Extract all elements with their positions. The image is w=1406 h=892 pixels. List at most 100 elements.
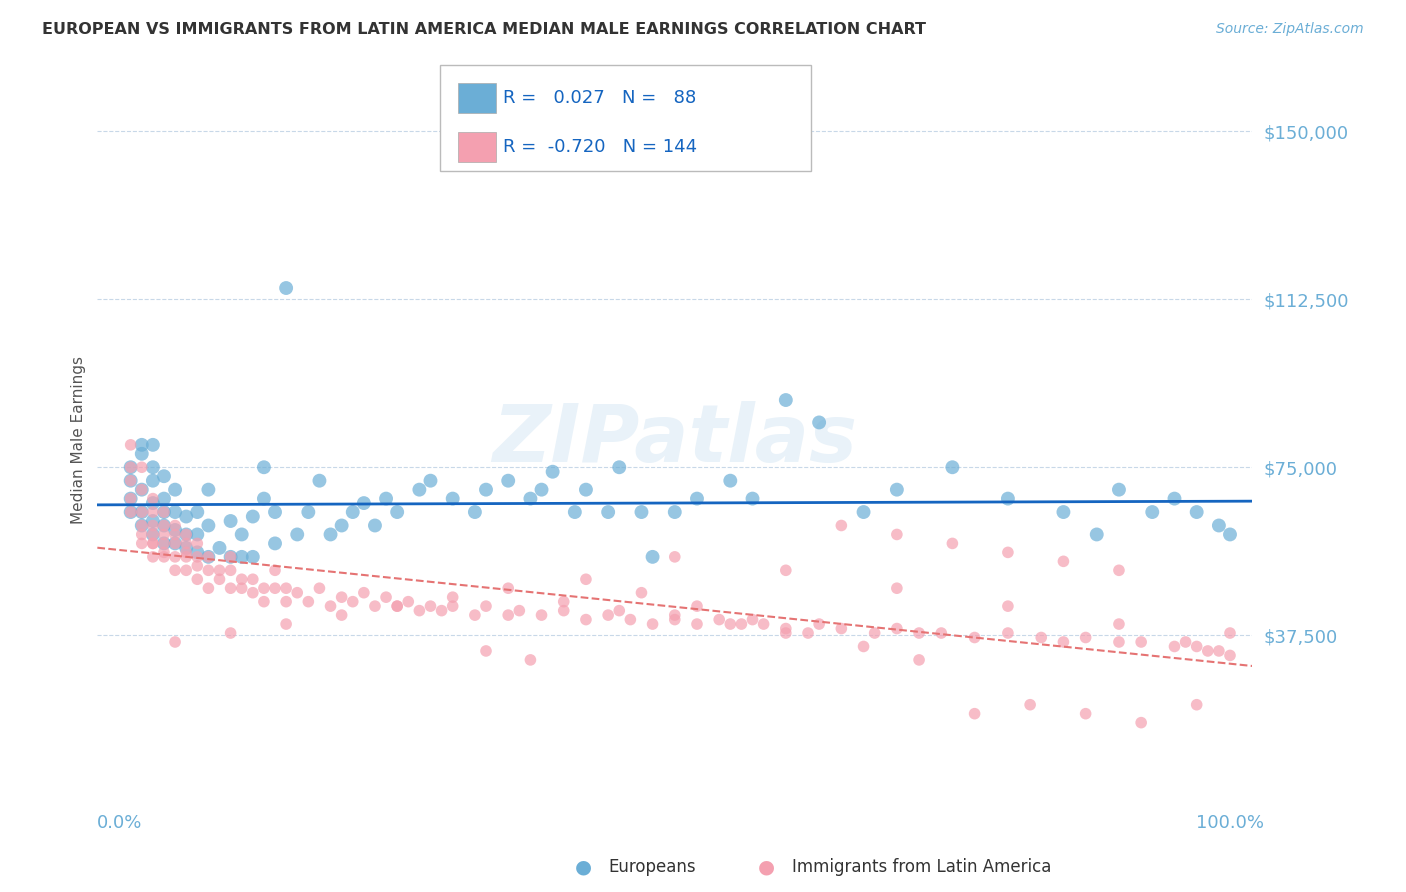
Point xyxy=(541,465,564,479)
Point xyxy=(1208,518,1230,533)
Point xyxy=(120,460,142,475)
Point xyxy=(219,626,242,640)
Point xyxy=(174,527,197,541)
Point xyxy=(997,491,1019,506)
Point xyxy=(1031,631,1053,645)
Point xyxy=(131,483,153,497)
Point xyxy=(375,590,398,604)
Point xyxy=(285,585,308,599)
Point xyxy=(1142,505,1164,519)
Point xyxy=(496,608,519,623)
Point xyxy=(1074,706,1097,721)
Point xyxy=(186,536,208,550)
Point xyxy=(131,505,153,519)
Point xyxy=(165,563,187,577)
Point xyxy=(120,460,142,475)
Point xyxy=(408,604,430,618)
Point xyxy=(607,460,630,475)
Point xyxy=(508,604,530,618)
Point xyxy=(120,438,142,452)
Point xyxy=(208,563,231,577)
Point xyxy=(475,599,498,614)
Point xyxy=(997,599,1019,614)
Point xyxy=(186,572,208,586)
Point xyxy=(197,549,219,564)
Point xyxy=(242,585,264,599)
Point xyxy=(153,527,176,541)
Point xyxy=(441,590,464,604)
Point xyxy=(664,608,686,623)
Point xyxy=(308,474,330,488)
Point xyxy=(330,590,353,604)
Point xyxy=(153,536,176,550)
Point xyxy=(131,438,153,452)
Point xyxy=(231,581,253,595)
Point xyxy=(297,505,319,519)
Point xyxy=(686,599,709,614)
Point xyxy=(264,581,287,595)
Point xyxy=(752,617,775,632)
Point xyxy=(242,549,264,564)
Point xyxy=(929,626,952,640)
Point xyxy=(963,706,986,721)
Point xyxy=(153,505,176,519)
Point xyxy=(353,496,375,510)
Point xyxy=(564,505,586,519)
Point xyxy=(153,545,176,559)
Point xyxy=(330,518,353,533)
Point xyxy=(186,545,208,559)
Point xyxy=(364,518,387,533)
Point xyxy=(1185,505,1208,519)
Point xyxy=(775,392,797,407)
Point xyxy=(153,505,176,519)
Point xyxy=(709,613,731,627)
Point xyxy=(276,281,298,295)
Point xyxy=(396,595,419,609)
Point xyxy=(1074,631,1097,645)
Point xyxy=(530,608,553,623)
Text: ●: ● xyxy=(758,857,775,877)
Point xyxy=(430,604,453,618)
Point xyxy=(475,483,498,497)
Point xyxy=(297,595,319,609)
Point xyxy=(197,549,219,564)
Point xyxy=(808,416,831,430)
Point xyxy=(142,460,165,475)
Point xyxy=(264,563,287,577)
Point xyxy=(174,536,197,550)
Point xyxy=(197,518,219,533)
Point xyxy=(385,599,408,614)
Point xyxy=(120,491,142,506)
Point xyxy=(641,617,664,632)
Point xyxy=(664,549,686,564)
Point xyxy=(1163,640,1185,654)
Point xyxy=(1052,635,1074,649)
Point xyxy=(963,631,986,645)
Point xyxy=(186,527,208,541)
Point xyxy=(1208,644,1230,658)
Point xyxy=(385,505,408,519)
Point xyxy=(153,491,176,506)
Point xyxy=(165,635,187,649)
Point xyxy=(1130,635,1153,649)
Point xyxy=(330,608,353,623)
Point xyxy=(496,581,519,595)
Point xyxy=(598,608,620,623)
Point xyxy=(886,622,908,636)
Point xyxy=(1108,635,1130,649)
Text: R =   0.027   N =   88: R = 0.027 N = 88 xyxy=(503,89,696,107)
Point xyxy=(741,491,763,506)
Point xyxy=(797,626,820,640)
Point xyxy=(308,581,330,595)
Point xyxy=(1219,626,1241,640)
Point xyxy=(730,617,752,632)
Point xyxy=(553,595,575,609)
Point xyxy=(464,608,486,623)
Point xyxy=(319,527,342,541)
Point xyxy=(775,563,797,577)
Point xyxy=(1085,527,1108,541)
Point xyxy=(142,518,165,533)
Point xyxy=(142,536,165,550)
Point xyxy=(219,549,242,564)
Point xyxy=(165,518,187,533)
